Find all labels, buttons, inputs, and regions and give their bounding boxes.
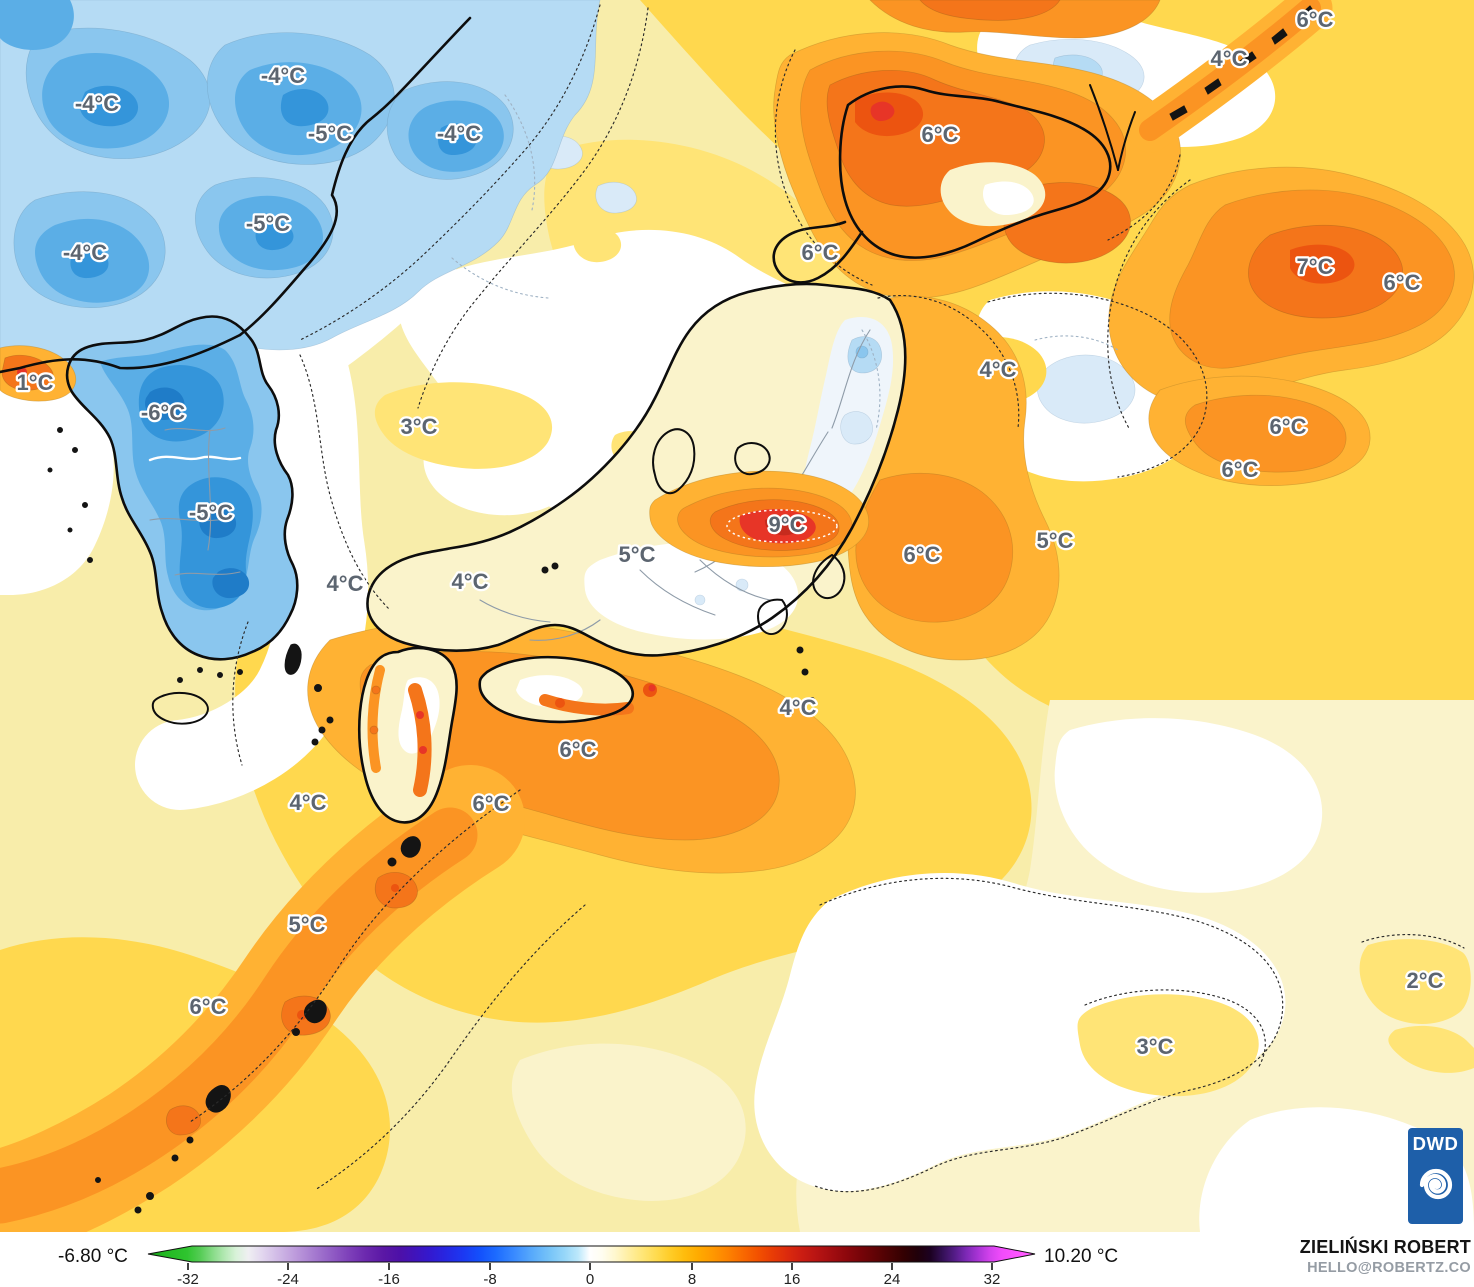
colorbar-tick-label: 24 [884,1271,901,1287]
temp-label: 4°C [327,571,364,596]
temp-label: 7°C [1297,254,1334,279]
small-islands [47,5,1315,1214]
temp-label: 5°C [289,912,326,937]
temp-label: 4°C [452,569,489,594]
korea-region [66,316,298,660]
colorbar-min-value: -6.80 °C [58,1246,128,1267]
temperature-anomaly-map: 6°C 4°C -4°C -4°C -5°C -4°C 6°C -5°C -4°C 6°C 7°C 6… [0,0,1474,1232]
temp-label: 6°C [190,994,227,1019]
temp-label: 5°C [619,542,656,567]
temp-label: -4°C [261,63,305,88]
attribution-email: HELLO@ROBERTZ.CO [1307,1259,1471,1276]
temp-label: 3°C [1137,1034,1174,1059]
dwd-logo-text: DWD [1412,1133,1459,1154]
temp-label: 4°C [780,695,817,720]
colorbar-tick-label: 16 [784,1271,801,1287]
temp-label: 9°C [769,512,806,537]
dwd-spiral-icon [1419,1168,1452,1200]
pale-region-south [511,1043,746,1201]
coastlines [0,16,1136,824]
cold-region [0,0,601,373]
temp-label: -6°C [141,400,185,425]
colorbar-max-value: 10.20 °C [1044,1246,1119,1267]
temp-label: 3°C [401,414,438,439]
temp-label: 6°C [802,240,839,265]
attribution: ZIELIŃSKI ROBERT HELLO@ROBERTZ.CO [1300,1236,1471,1277]
colorbar-ticks: -32 -24 -16 -8 0 8 16 24 32 [177,1263,1000,1287]
colorbar-tick-label: -8 [483,1271,496,1287]
temp-label: 6°C [1270,414,1307,439]
temp-label: 6°C [904,542,941,567]
temp-label: 6°C [922,122,959,147]
colorbar-footer: -6.80 °C [0,1232,1474,1287]
colorbar-tick-label: 32 [984,1271,1001,1287]
map-area: 6°C 4°C -4°C -4°C -5°C -4°C 6°C -5°C -4°C 6°C 7°C 6… [0,0,1474,1233]
colorbar-tick-label: -24 [277,1271,299,1287]
temp-label: 6°C [473,791,510,816]
colorbar-tick-label: 0 [586,1271,594,1287]
temp-label: -5°C [308,121,352,146]
dwd-logo: DWD [1408,1128,1463,1224]
temp-label: -5°C [246,211,290,236]
temp-label: 2°C [1407,968,1444,993]
temperature-labels: 6°C 4°C -4°C -4°C -5°C -4°C 6°C -5°C -4°C 6°C 7°C 6… [14,5,1446,1062]
colorbar-tick-label: 8 [688,1271,696,1287]
attribution-name: ZIELIŃSKI ROBERT [1299,1237,1471,1257]
colorbar-gradient-bar [147,1245,1036,1263]
temp-label: 6°C [1384,270,1421,295]
temp-label: 4°C [290,790,327,815]
hotspot-9c [649,470,870,568]
contour-lines [189,4,1465,1193]
temp-label: -5°C [189,500,233,525]
temp-label: 1°C [17,370,54,395]
temp-label: 4°C [980,357,1017,382]
temp-label: 5°C [1037,528,1074,553]
temp-label: 4°C [1211,46,1248,71]
colorbar-tick-label: -32 [177,1271,199,1287]
colorbar-tick-label: -16 [378,1271,400,1287]
temp-label: -4°C [63,240,107,265]
temp-label: 6°C [1222,457,1259,482]
temp-label: -4°C [75,91,119,116]
temp-label: 6°C [560,737,597,762]
colorbar: -32 -24 -16 -8 0 8 16 24 32 [147,1245,1036,1287]
temp-label: 6°C [1297,7,1334,32]
temp-label: -4°C [437,121,481,146]
